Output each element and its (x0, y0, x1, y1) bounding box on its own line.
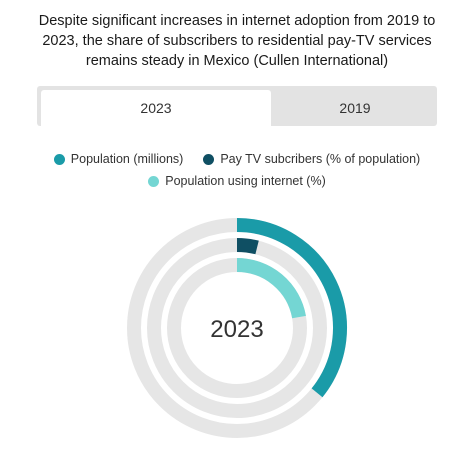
year-tabs: 2023 2019 (37, 86, 437, 126)
chart-title: Despite significant increases in interne… (38, 13, 436, 69)
legend-item-paytv[interactable]: Pay TV subcribers (% of population) (203, 152, 420, 166)
legend: Population (millions) Pay TV subcribers … (0, 148, 474, 192)
legend-dot-population (53, 153, 65, 165)
legend-label-paytv: Pay TV subcribers (% of population) (220, 152, 421, 166)
legend-item-internet[interactable]: Population using internet (%) (148, 174, 326, 188)
legend-label-internet: Population using internet (%) (165, 174, 326, 188)
ring-bar-paytv[interactable] (236, 238, 259, 255)
legend-dot-internet (148, 175, 160, 187)
legend-item-population[interactable]: Population (millions) (53, 152, 184, 166)
center-label: 2023 (210, 316, 263, 343)
legend-label-population: Population (millions) (70, 152, 184, 166)
tab-2019[interactable]: 2019 (339, 100, 371, 116)
legend-dot-paytv (203, 153, 215, 165)
tab-2023[interactable]: 2023 (41, 90, 271, 126)
ring-bar-population[interactable] (236, 218, 347, 398)
ring-bar-internet[interactable] (236, 258, 306, 319)
